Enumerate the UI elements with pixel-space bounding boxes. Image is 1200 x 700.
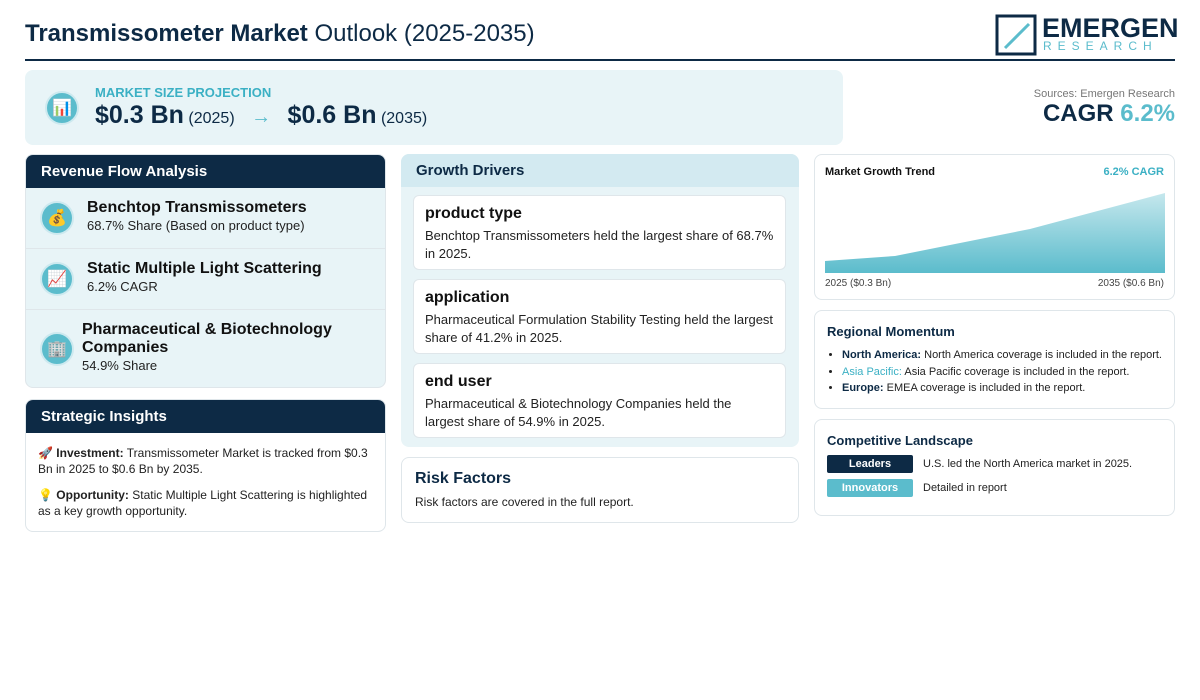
item-detail: 54.9% Share xyxy=(82,358,158,373)
projection-box: 📊 MARKET SIZE PROJECTION $0.3 Bn (2025) … xyxy=(25,70,843,145)
trend-start: 2025 ($0.3 Bn) xyxy=(825,278,892,289)
item-name: Benchtop Transmissometers xyxy=(87,199,307,216)
driver-text: Pharmaceutical & Biotechnology Companies… xyxy=(425,396,732,429)
start-value: $0.3 Bn xyxy=(95,101,184,129)
driver-card: application Pharmaceutical Formulation St… xyxy=(413,279,786,354)
region-name: Europe: xyxy=(842,382,884,394)
region-text: EMEA coverage is included in the report. xyxy=(886,382,1086,394)
logo-top: EMERGEN xyxy=(1042,13,1179,43)
driver-card: end user Pharmaceutical & Biotechnology C… xyxy=(413,363,786,438)
risk-text: Risk factors are covered in the full rep… xyxy=(415,495,634,509)
divider xyxy=(25,59,1175,61)
insight: 🚀 Investment: Transmissometer Market is … xyxy=(38,446,368,476)
driver-text: Pharmaceutical Formulation Stability Tes… xyxy=(425,312,774,345)
driver-heading: application xyxy=(425,289,510,306)
driver-text: Benchtop Transmissometers held the large… xyxy=(425,228,774,261)
region-text: Asia Pacific coverage is included in the… xyxy=(904,365,1130,378)
insight: 💡 Opportunity: Static Multiple Light Sca… xyxy=(38,488,368,518)
cagr: CAGR 6.2% xyxy=(1043,100,1175,128)
insight-label: Opportunity: xyxy=(56,488,129,502)
item-detail: 68.7% Share (Based on product type) xyxy=(87,218,305,233)
title: Transmissometer Market Outlook (2025-203… xyxy=(25,20,535,48)
revenue-item: 📈 Static Multiple Light Scattering 6.2% CA… xyxy=(26,249,385,310)
growth-drivers: Growth Drivers product type Benchtop Tran… xyxy=(401,154,799,447)
start-year: (2025) xyxy=(188,110,235,127)
competitive-title: Competitive Landscape xyxy=(827,433,973,448)
logo-mark xyxy=(995,14,1037,56)
revenue-flow: Revenue Flow Analysis 💰 Benchtop Transmis… xyxy=(25,154,386,388)
risk: Risk Factors Risk factors are covered in… xyxy=(401,457,799,523)
competitive-row: Leaders U.S. led the North America market… xyxy=(827,455,1132,473)
end-value: $0.6 Bn xyxy=(287,101,377,129)
arrow: → xyxy=(251,106,272,128)
insight-text: Transmissometer Market is tracked from $… xyxy=(38,446,368,476)
projection-icon: 📊 xyxy=(45,91,79,125)
trend: Market Growth Trend 6.2% CAGR 2025 ($0.3… xyxy=(814,154,1175,300)
region-item: North America: North America coverage is… xyxy=(842,347,1162,364)
tag-text: Detailed in report xyxy=(923,482,1007,494)
cagr-value: 6.2% xyxy=(1120,100,1175,127)
tag: Innovators xyxy=(827,479,913,497)
projection-label: MARKET SIZE PROJECTION xyxy=(95,85,272,100)
driver-heading: end user xyxy=(425,373,492,390)
end-year: (2035) xyxy=(380,110,428,127)
region-text: North America coverage is included in th… xyxy=(924,349,1162,361)
trend-area xyxy=(825,193,1165,273)
regional: Regional Momentum North America: North A… xyxy=(814,310,1175,409)
title-rest: Outlook (2025-2035) xyxy=(314,20,535,47)
insights-title: Strategic Insights xyxy=(26,400,385,433)
item-name: Pharmaceutical & Biotechnology Companies xyxy=(82,321,332,356)
driver-heading: product type xyxy=(425,205,522,222)
regional-title: Regional Momentum xyxy=(827,324,955,339)
trend-end: 2035 ($0.6 Bn) xyxy=(1097,278,1164,289)
source: Sources: Emergen Research xyxy=(1033,88,1175,100)
projection-values: $0.3 Bn (2025) → $0.6 Bn (2035) xyxy=(95,101,427,130)
trend-cagr: 6.2% CAGR xyxy=(1103,166,1164,178)
cagr-label: CAGR xyxy=(1042,100,1114,127)
driver-card: product type Benchtop Transmissometers he… xyxy=(413,195,786,270)
revenue-item: 💰 Benchtop Transmissometers 68.7% Share (B… xyxy=(26,188,385,249)
region-item: Europe: EMEA coverage is included in the… xyxy=(842,380,1162,397)
insight-label: Investment: xyxy=(56,446,124,460)
revenue-flow-title: Revenue Flow Analysis xyxy=(26,155,385,188)
item-name: Static Multiple Light Scattering xyxy=(87,260,322,277)
trend-title: Market Growth Trend xyxy=(825,166,936,178)
insight-text: Static Multiple Light Scattering is high… xyxy=(38,488,368,518)
logo-bottom: RESEARCH xyxy=(1043,39,1158,53)
growth-drivers-title: Growth Drivers xyxy=(401,154,799,187)
region-name: North America: xyxy=(842,349,922,361)
region-item: Asia Pacific: Asia Pacific coverage is i… xyxy=(842,364,1162,381)
region-name: Asia Pacific: xyxy=(842,365,902,378)
tag: Leaders xyxy=(827,455,913,473)
title-bold: Transmissometer Market xyxy=(25,20,308,47)
regional-list: North America: North America coverage is… xyxy=(815,347,1162,397)
competitive-row: Innovators Detailed in report xyxy=(827,479,1007,497)
insights: Strategic Insights 🚀 Investment: Transmi… xyxy=(25,399,386,532)
tag-text: U.S. led the North America market in 202… xyxy=(923,458,1133,470)
competitive: Competitive Landscape Leaders U.S. led th… xyxy=(814,419,1175,516)
risk-title: Risk Factors xyxy=(415,470,512,487)
revenue-item: 🏢 Pharmaceutical & Biotechnology Companie… xyxy=(26,310,385,387)
item-detail: 6.2% CAGR xyxy=(87,279,158,294)
